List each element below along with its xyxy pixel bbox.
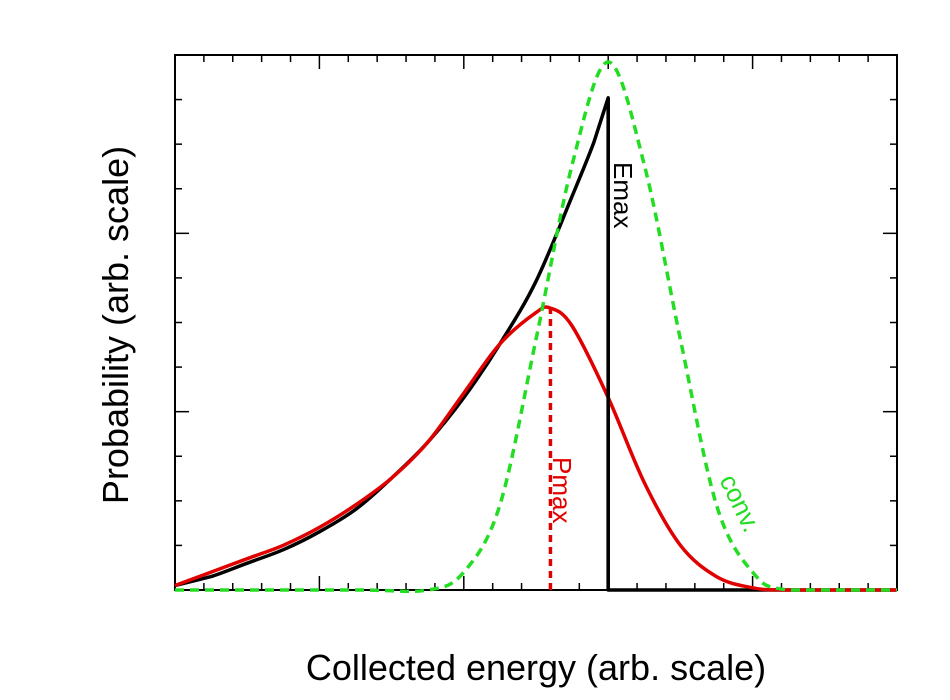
green-conv-curve xyxy=(175,60,897,594)
conv-label: conv. xyxy=(714,469,767,536)
plot-frame xyxy=(174,54,898,591)
series-layer xyxy=(174,60,897,594)
pmax-label: Pmax xyxy=(547,457,577,523)
marker-layer xyxy=(548,97,610,590)
x-axis-title: Collected energy (arb. scale) xyxy=(306,647,766,688)
emax-label: Emax xyxy=(608,162,638,228)
y-axis-title: Probability (arb. scale) xyxy=(95,146,136,504)
red-curve xyxy=(174,305,897,592)
axis-ticks xyxy=(175,55,897,590)
black-curve xyxy=(174,96,897,592)
